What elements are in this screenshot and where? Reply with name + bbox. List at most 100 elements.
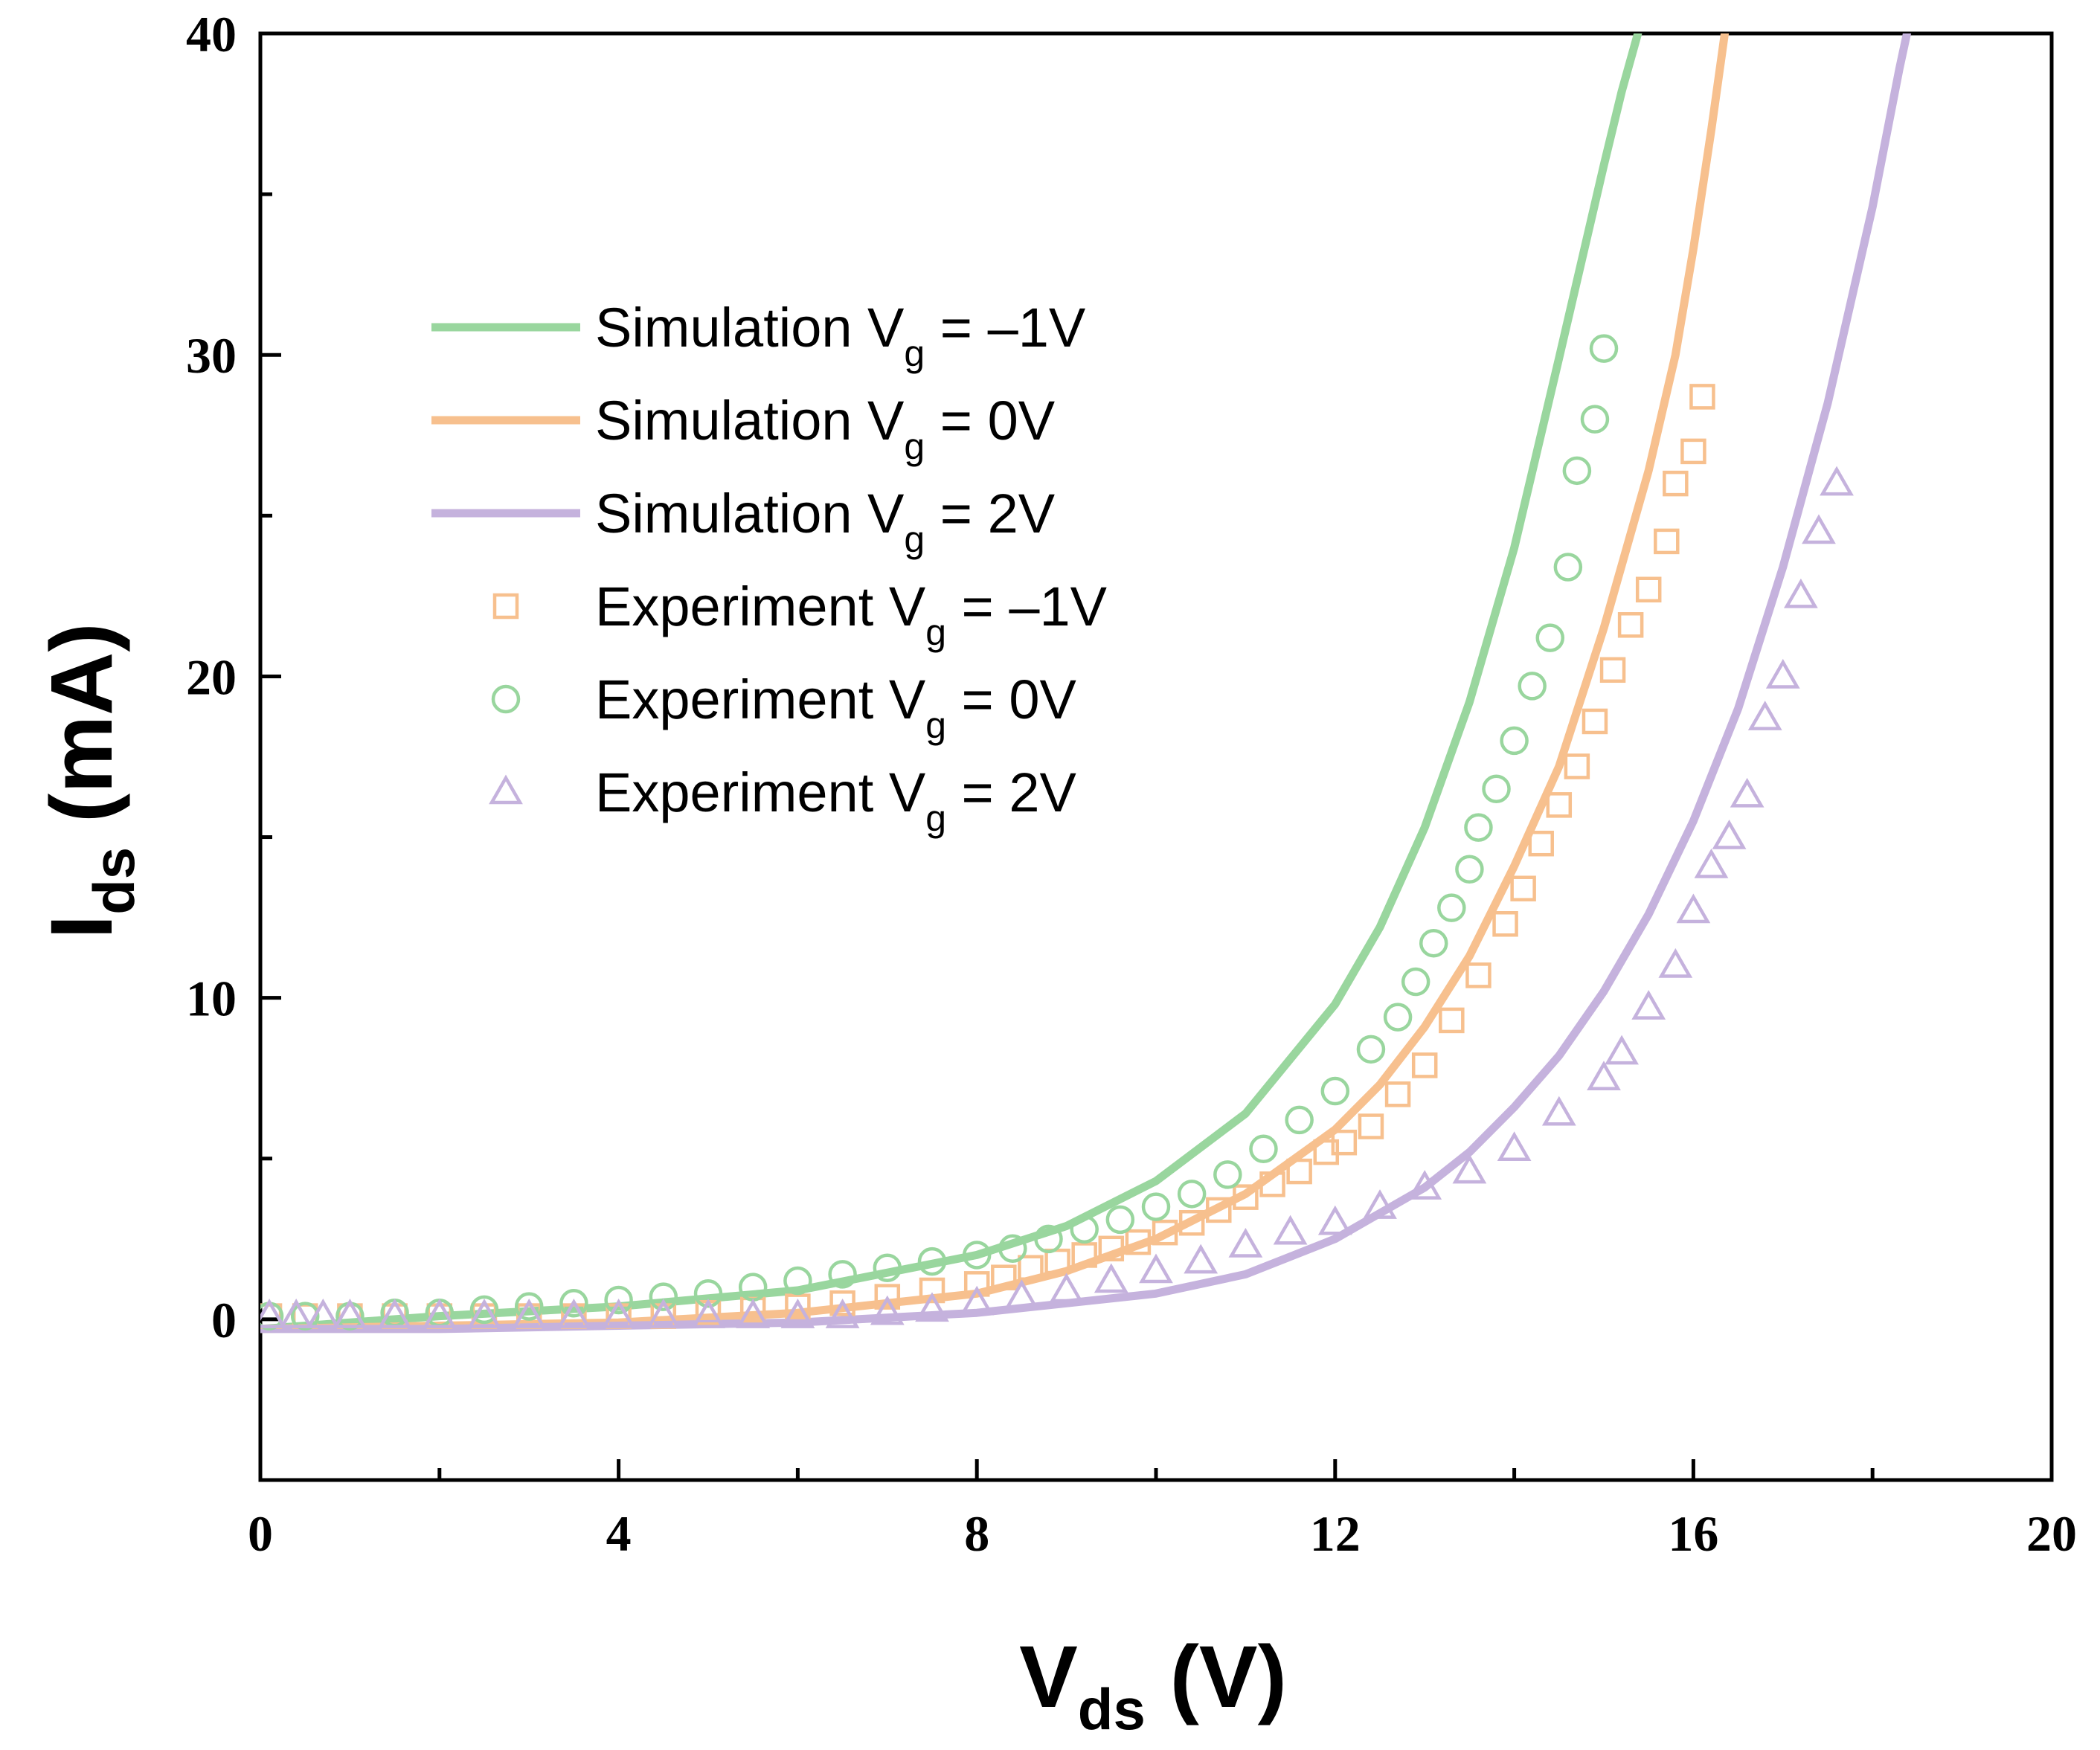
- legend-label-suffix: = 0V: [946, 669, 1076, 730]
- experiment-point-circle: [514, 1292, 544, 1321]
- legend-label-suffix: = –1V: [925, 297, 1086, 358]
- experiment-point-circle: [1213, 1160, 1242, 1189]
- x-axis-title-main: V: [1019, 1628, 1078, 1726]
- experiment-point-triangle: [1541, 1096, 1576, 1126]
- y-tick-label: 40: [186, 6, 237, 62]
- experiment-point-triangle: [1228, 1227, 1263, 1258]
- legend-item: Simulation Vg = 0V: [431, 390, 1056, 467]
- legend-label: Experiment Vg = –1V: [595, 576, 1108, 653]
- legend-label-main: Experiment V: [595, 576, 926, 637]
- experiment-point-circle: [1419, 928, 1448, 958]
- experiment-point-square: [1465, 962, 1491, 988]
- experiment-point-square: [1510, 875, 1536, 901]
- experiment-point-circle: [1464, 813, 1493, 842]
- experiment-point-triangle: [1049, 1273, 1084, 1303]
- legend-marker-triangle: [489, 774, 523, 805]
- x-tick-label: 16: [1668, 1505, 1718, 1562]
- experiment-point-square: [919, 1277, 945, 1304]
- experiment-point-circle: [1105, 1205, 1135, 1235]
- experiment-point-square: [1654, 528, 1680, 555]
- experiment-point-triangle: [1184, 1244, 1218, 1274]
- legend-label: Simulation Vg = –1V: [595, 297, 1086, 374]
- plot-area: [258, 31, 2054, 1482]
- experiment-point-circle: [1141, 1192, 1171, 1221]
- experiment-point-circle: [649, 1282, 678, 1311]
- x-tick-label: 12: [1310, 1505, 1361, 1562]
- legend-label: Simulation Vg = 0V: [595, 390, 1056, 467]
- experiment-point-square: [1599, 657, 1626, 683]
- experiment-point-circle: [604, 1285, 633, 1315]
- experiment-point-circle: [962, 1241, 992, 1270]
- experiment-point-triangle: [1712, 820, 1747, 849]
- experiment-point-circle: [1500, 726, 1529, 756]
- legend-label-main: Simulation V: [595, 483, 905, 544]
- legend-label-sub: g: [925, 611, 946, 653]
- legend-label-main: Experiment V: [595, 762, 926, 823]
- experiment-point-square: [785, 1293, 811, 1319]
- experiment-point-square: [1582, 708, 1608, 735]
- experiment-point-circle: [1518, 672, 1547, 701]
- y-tick-label: 20: [186, 649, 237, 705]
- legend-label-sub: g: [904, 332, 925, 374]
- simulation-line-0: [260, 33, 1643, 1334]
- legend-item: Experiment Vg = –1V: [492, 576, 1108, 653]
- legend-label: Experiment Vg = 2V: [595, 762, 1076, 839]
- experiment-point-circle: [1177, 1180, 1207, 1209]
- experiment-point-triangle: [960, 1285, 995, 1316]
- experiment-point-triangle: [306, 1299, 341, 1328]
- experiment-point-triangle: [1730, 777, 1765, 808]
- legend-label-suffix: = 2V: [946, 762, 1076, 823]
- experiment-point-square: [1098, 1235, 1125, 1262]
- experiment-point-triangle: [646, 1299, 681, 1328]
- experiment-point-square: [1546, 792, 1573, 818]
- experiment-point-circle: [1356, 1035, 1386, 1064]
- experiment-point-circle: [783, 1266, 812, 1296]
- experiment-point-square: [829, 1290, 855, 1316]
- experiment-point-circle: [998, 1234, 1027, 1264]
- legend-label-sub: g: [925, 704, 946, 746]
- experiment-point-square: [1528, 830, 1554, 857]
- y-tick-label: 10: [186, 971, 237, 1027]
- experiment-point-circle: [469, 1295, 499, 1325]
- legend-label-suffix: = 2V: [925, 483, 1055, 544]
- experiment-point-triangle: [1765, 658, 1800, 689]
- y-axis-title: Ids (mA): [33, 623, 147, 939]
- x-tick-label: 8: [964, 1505, 989, 1562]
- x-tick-label: 20: [2026, 1505, 2077, 1562]
- legend-item: Simulation Vg = –1V: [431, 297, 1086, 374]
- experiment-point-square: [1663, 470, 1689, 497]
- experiment-point-triangle: [260, 1299, 286, 1328]
- experiment-point-triangle: [870, 1295, 905, 1325]
- experiment-point-square: [1439, 1007, 1465, 1034]
- legend-label-main: Simulation V: [595, 297, 905, 358]
- legend-label: Simulation Vg = 2V: [595, 483, 1056, 560]
- y-tick-label: 30: [186, 327, 237, 384]
- experiment-point-circle: [1401, 967, 1430, 997]
- experiment-point-square: [1206, 1197, 1232, 1223]
- experiment-point-square: [1635, 576, 1662, 602]
- experiment-point-square: [1233, 1184, 1259, 1210]
- legend-item: Experiment Vg = 2V: [489, 762, 1076, 839]
- y-axis-title-main: I: [33, 915, 131, 939]
- experiment-point-square: [1331, 1129, 1358, 1156]
- experiment-point-circle: [559, 1289, 588, 1318]
- experiment-point-triangle: [1317, 1205, 1352, 1235]
- legend-item: Simulation Vg = 2V: [431, 483, 1056, 560]
- legend-label-suffix: = 0V: [925, 390, 1055, 451]
- experiment-point-square: [1071, 1242, 1097, 1268]
- experiment-point-square: [1259, 1171, 1285, 1197]
- legend-item: Experiment Vg = 0V: [491, 669, 1076, 746]
- experiment-point-square: [1018, 1255, 1044, 1281]
- legend-label-main: Experiment V: [595, 669, 926, 730]
- experiment-point-circle: [1553, 553, 1583, 582]
- legend-marker-circle: [491, 684, 521, 714]
- experiment-point-triangle: [556, 1299, 591, 1328]
- experiment-point-triangle: [279, 1299, 314, 1328]
- experiment-point-circle: [693, 1279, 723, 1308]
- experiment-point-circle: [290, 1302, 320, 1331]
- experiment-point-triangle: [1694, 848, 1729, 878]
- experiment-point-triangle: [1497, 1131, 1532, 1162]
- x-axis-title-unit: (V): [1146, 1628, 1287, 1726]
